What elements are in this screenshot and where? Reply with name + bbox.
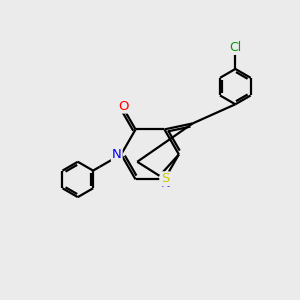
Text: O: O: [118, 100, 128, 112]
Text: N: N: [160, 177, 170, 190]
Text: N: N: [112, 148, 122, 161]
Text: Cl: Cl: [229, 41, 242, 54]
Text: S: S: [161, 172, 169, 185]
